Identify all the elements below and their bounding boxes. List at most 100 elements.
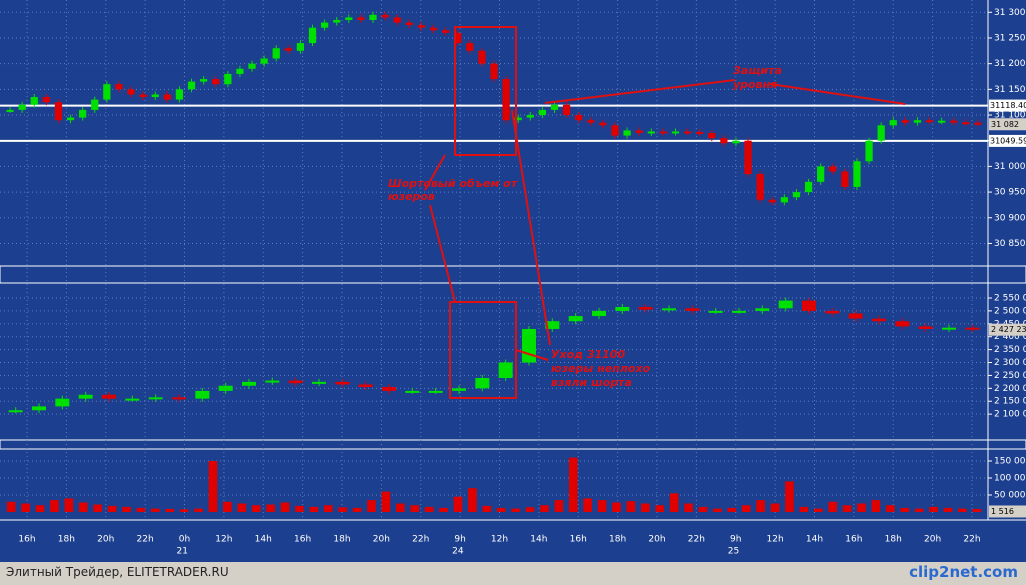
candle [825, 310, 840, 314]
volume-bar [151, 508, 160, 512]
y-tick-label: 2 550 000 [994, 294, 1026, 304]
volume-bar [583, 498, 592, 512]
candle [550, 104, 559, 110]
y-tick-label: 30 900 [994, 213, 1026, 223]
volume-bar [295, 505, 304, 512]
candle [260, 58, 268, 64]
x-tick-label: 22h [688, 535, 705, 545]
candle [265, 380, 280, 383]
candle [452, 388, 466, 391]
volume-bar [439, 507, 448, 512]
volume-bar [309, 506, 319, 512]
x-tick-label: 16h [570, 535, 587, 545]
volume-bar [612, 502, 621, 512]
y-tick-label: 30 950 [994, 188, 1026, 198]
logo[interactable]: clip2net.com [909, 563, 1018, 581]
candle [369, 14, 377, 20]
candle [720, 138, 728, 144]
candle [913, 120, 922, 123]
volume-bar [6, 501, 16, 512]
candle [780, 197, 788, 203]
candle [611, 125, 619, 136]
volume-bar [64, 498, 74, 512]
level-label: 31049.59 [990, 136, 1026, 145]
volume-bar [828, 501, 837, 512]
candle [865, 140, 873, 162]
candle [708, 310, 723, 313]
candle [125, 398, 140, 401]
candle [335, 381, 350, 385]
volume-bar [107, 505, 117, 512]
volume-bar [50, 500, 59, 512]
candle [79, 109, 87, 118]
volume-bar [900, 507, 910, 512]
annotation-text: взяли шорта [551, 376, 632, 389]
volume-bar [165, 508, 175, 512]
candle [91, 99, 99, 110]
candle [288, 380, 303, 384]
candle [901, 120, 909, 123]
candle [103, 84, 111, 100]
volume-bar [972, 508, 982, 512]
candle [478, 50, 486, 64]
candle [272, 48, 280, 59]
volume-bar [338, 507, 347, 512]
candle [55, 398, 70, 407]
volume-bar [251, 505, 261, 512]
volume-bar [367, 500, 376, 512]
volume-bar [597, 500, 607, 512]
candle [32, 406, 46, 411]
candle [568, 316, 583, 322]
x-tick-label: 9h [730, 535, 741, 545]
x-tick-label: 20h [97, 535, 114, 545]
candle [538, 109, 547, 116]
volume-bar [453, 496, 463, 512]
y-tick-label: 31 200 [994, 59, 1026, 69]
candle [187, 81, 196, 90]
candle [522, 328, 536, 363]
x-tick-label: 20h [648, 535, 665, 545]
annotation-line [769, 83, 906, 105]
volume-bar [813, 508, 823, 512]
candle [490, 63, 498, 80]
y-tick-label: 31 150 [994, 85, 1026, 95]
candle [965, 327, 980, 330]
candle [42, 97, 50, 103]
candle [405, 22, 413, 26]
volume-bar [554, 500, 564, 512]
y-tick-label: 2 200 000 [994, 384, 1026, 394]
volume-bar [468, 488, 477, 512]
candle [102, 394, 116, 399]
candle [163, 94, 171, 100]
y-tick-label: 150 000 [994, 457, 1026, 467]
candle [6, 109, 14, 112]
x-tick-label: 16h [294, 535, 311, 545]
candle [877, 125, 885, 141]
candle [756, 174, 764, 200]
annotation-text: юзеры неплохо [551, 362, 651, 375]
candle [358, 384, 373, 388]
credit: Элитный Трейдер, ELITETRADER.RU [6, 565, 229, 579]
last-value-label: 31 082 [991, 120, 1019, 129]
candle [962, 122, 970, 125]
candle [127, 89, 135, 95]
candle [708, 133, 716, 139]
candle [195, 390, 210, 399]
volume-bar [943, 507, 953, 512]
candle [139, 94, 147, 98]
candle [615, 307, 630, 311]
y-tick-label: 31 300 [994, 8, 1026, 18]
annotation-text: Шортовый объем от [388, 177, 518, 190]
candle [200, 79, 208, 82]
candle [218, 385, 233, 391]
candle [441, 30, 450, 33]
candle [382, 387, 396, 391]
candle [78, 394, 93, 399]
volume-bar [194, 508, 203, 512]
candle [841, 171, 849, 187]
candle [296, 43, 305, 51]
candle [938, 120, 946, 123]
candle [925, 120, 934, 123]
last-value-label: 2 427 23 [991, 325, 1026, 334]
y-tick-label: 2 500 000 [994, 306, 1026, 316]
